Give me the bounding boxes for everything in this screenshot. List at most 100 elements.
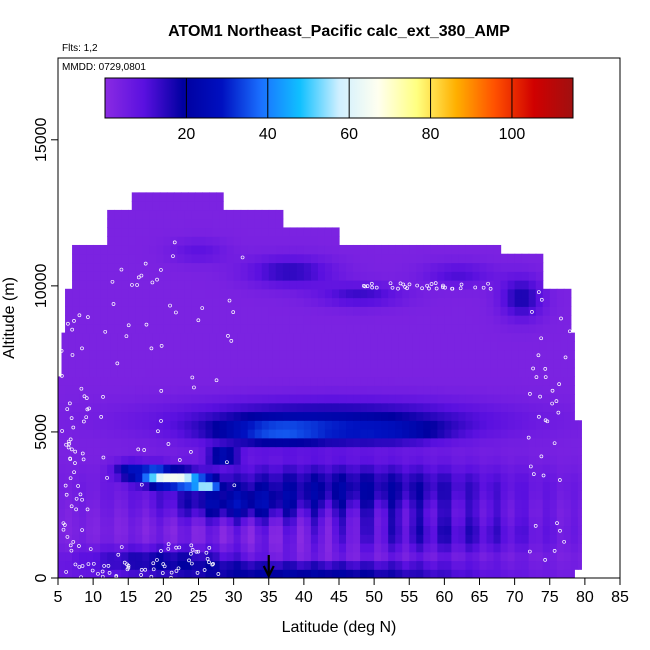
heatmap-cell <box>275 437 284 448</box>
heatmap-cell <box>479 288 488 299</box>
heatmap-cell <box>268 481 277 491</box>
heatmap-cell <box>100 297 108 307</box>
heatmap-cell <box>346 534 354 544</box>
heatmap-cell <box>135 253 143 264</box>
heatmap-cell <box>532 358 540 369</box>
heatmap-cell <box>479 455 488 465</box>
heatmap-cell <box>339 551 347 562</box>
heatmap-cell <box>93 262 101 272</box>
heatmap-cell <box>402 455 410 465</box>
heatmap-cell <box>177 315 186 325</box>
heatmap-cell <box>458 464 467 474</box>
heatmap-cell <box>198 262 207 272</box>
heatmap-cell <box>451 437 460 448</box>
heatmap-cell <box>212 481 221 491</box>
heatmap-cell <box>289 464 298 474</box>
heatmap-cell <box>430 437 438 448</box>
heatmap-cell <box>402 534 410 544</box>
heatmap-cell <box>163 551 172 562</box>
heatmap-cell <box>177 507 186 518</box>
heatmap-cell <box>191 534 200 544</box>
heatmap-cell <box>296 420 305 430</box>
heatmap-cell <box>454 350 463 360</box>
heatmap-cell <box>402 525 410 535</box>
heatmap-cell <box>353 499 361 509</box>
heatmap-cell <box>75 367 84 378</box>
heatmap-cell <box>479 402 488 413</box>
heatmap-cell <box>493 507 502 518</box>
heatmap-cell <box>331 385 340 395</box>
heatmap-cell <box>483 332 491 342</box>
heatmap-cell <box>198 271 207 281</box>
heatmap-cell <box>317 420 326 430</box>
heatmap-cell <box>212 420 221 430</box>
heatmap-cell <box>289 323 298 334</box>
sample-points <box>59 240 572 578</box>
heatmap-cell <box>240 280 249 290</box>
heatmap-cell <box>100 516 108 527</box>
heatmap-cell <box>500 306 509 316</box>
heatmap-cell <box>212 455 221 465</box>
heatmap-cell <box>514 271 523 281</box>
x-tick-label: 40 <box>295 589 313 606</box>
heatmap-cell <box>114 244 122 255</box>
heatmap-cell <box>493 402 502 413</box>
heatmap-cell <box>65 402 73 413</box>
heatmap-cell <box>465 376 474 386</box>
heatmap-cell <box>374 253 382 264</box>
heatmap-cell <box>493 446 502 456</box>
heatmap-cell <box>549 516 558 527</box>
heatmap-cell <box>472 280 481 290</box>
heatmap-cell <box>349 358 358 369</box>
heatmap-cell <box>198 323 207 334</box>
heatmap-cell <box>419 358 428 369</box>
heatmap-cell <box>486 429 495 439</box>
heatmap-cell <box>451 393 460 404</box>
heatmap-cell <box>412 358 421 369</box>
heatmap-cell <box>367 569 375 578</box>
heatmap-cell <box>275 385 284 395</box>
heatmap-cell <box>556 306 565 316</box>
heatmap-cell <box>514 402 523 413</box>
heatmap-cell <box>156 253 164 264</box>
heatmap-cell <box>521 499 530 509</box>
heatmap-cell <box>72 551 80 562</box>
heatmap-cell <box>339 481 347 491</box>
heatmap-cell <box>79 437 87 448</box>
heatmap-cell <box>374 569 382 578</box>
heatmap-cell <box>103 358 112 369</box>
heatmap-cell <box>86 306 94 316</box>
heatmap-cell <box>339 420 347 430</box>
heatmap-cell <box>166 367 175 378</box>
heatmap-cell <box>205 446 214 456</box>
heatmap-cell <box>247 472 256 483</box>
heatmap-cell <box>135 288 143 299</box>
heatmap-cell <box>465 437 474 448</box>
heatmap-cell <box>472 315 481 325</box>
heatmap-cell <box>535 376 544 386</box>
heatmap-cell <box>360 323 368 334</box>
heatmap-cell <box>430 297 438 307</box>
heatmap-cell <box>426 341 435 351</box>
heatmap-cell <box>121 411 129 421</box>
heatmap-cell <box>107 507 115 518</box>
heatmap-cell <box>367 297 375 307</box>
heatmap-cell <box>114 507 122 518</box>
heatmap-cell <box>409 253 417 264</box>
heatmap-cell <box>577 507 582 518</box>
heatmap-cell <box>198 244 207 255</box>
heatmap-cell <box>149 551 157 562</box>
heatmap-cell <box>254 429 263 439</box>
heatmap-cell <box>212 236 221 246</box>
heatmap-cell <box>184 507 193 518</box>
heatmap-cell <box>177 481 186 491</box>
heatmap-cell <box>310 393 319 404</box>
heatmap-cell <box>177 402 186 413</box>
heatmap-cell <box>261 280 270 290</box>
heatmap-cell <box>395 376 403 386</box>
heatmap-cell <box>563 551 572 562</box>
heatmap-cell <box>367 420 375 430</box>
heatmap-cell <box>472 420 481 430</box>
heatmap-cell <box>128 244 136 255</box>
heatmap-cell <box>328 358 337 369</box>
